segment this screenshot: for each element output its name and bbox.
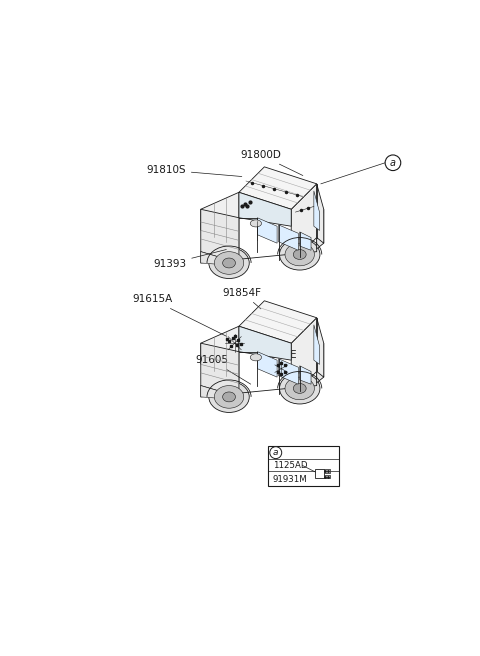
Circle shape — [385, 155, 401, 171]
Bar — [268, 446, 339, 486]
Text: 91810S: 91810S — [146, 165, 242, 176]
Ellipse shape — [223, 258, 236, 268]
Polygon shape — [300, 232, 311, 250]
Ellipse shape — [285, 377, 314, 400]
Polygon shape — [201, 343, 239, 397]
Circle shape — [270, 447, 282, 459]
Ellipse shape — [279, 239, 320, 270]
Polygon shape — [317, 318, 324, 377]
Polygon shape — [314, 325, 320, 364]
Bar — [315, 469, 324, 478]
Ellipse shape — [215, 252, 244, 274]
Text: 1125AD: 1125AD — [273, 461, 307, 470]
Ellipse shape — [293, 384, 306, 394]
Polygon shape — [278, 225, 298, 250]
Polygon shape — [239, 167, 317, 209]
Polygon shape — [201, 386, 239, 400]
Polygon shape — [201, 192, 239, 249]
Text: 91615A: 91615A — [132, 295, 227, 337]
Text: 91854F: 91854F — [223, 288, 262, 309]
Bar — [324, 470, 330, 473]
Ellipse shape — [209, 247, 249, 279]
Polygon shape — [317, 184, 324, 243]
Polygon shape — [314, 191, 320, 230]
Text: 91854E: 91854E — [258, 350, 298, 363]
Text: 91931M: 91931M — [273, 475, 308, 483]
Ellipse shape — [215, 386, 244, 408]
Polygon shape — [239, 192, 291, 226]
Ellipse shape — [209, 381, 249, 413]
Text: a: a — [390, 157, 396, 168]
Polygon shape — [291, 318, 317, 397]
Polygon shape — [291, 184, 317, 263]
Ellipse shape — [285, 243, 314, 266]
Text: 91605: 91605 — [195, 356, 251, 384]
Polygon shape — [317, 343, 324, 382]
Text: a: a — [273, 448, 278, 457]
Ellipse shape — [223, 392, 236, 402]
Polygon shape — [201, 326, 239, 382]
Polygon shape — [257, 352, 277, 377]
Ellipse shape — [293, 249, 306, 259]
Text: 91393: 91393 — [153, 249, 227, 269]
Polygon shape — [201, 252, 239, 266]
Polygon shape — [278, 359, 298, 384]
Ellipse shape — [279, 373, 320, 404]
Ellipse shape — [250, 354, 262, 361]
Polygon shape — [201, 209, 239, 263]
Polygon shape — [257, 218, 277, 243]
Ellipse shape — [250, 220, 262, 227]
Polygon shape — [239, 300, 317, 343]
Polygon shape — [239, 326, 291, 360]
Bar — [324, 475, 330, 478]
Polygon shape — [317, 209, 324, 249]
Text: 91800D: 91800D — [240, 150, 303, 176]
Polygon shape — [300, 366, 311, 384]
